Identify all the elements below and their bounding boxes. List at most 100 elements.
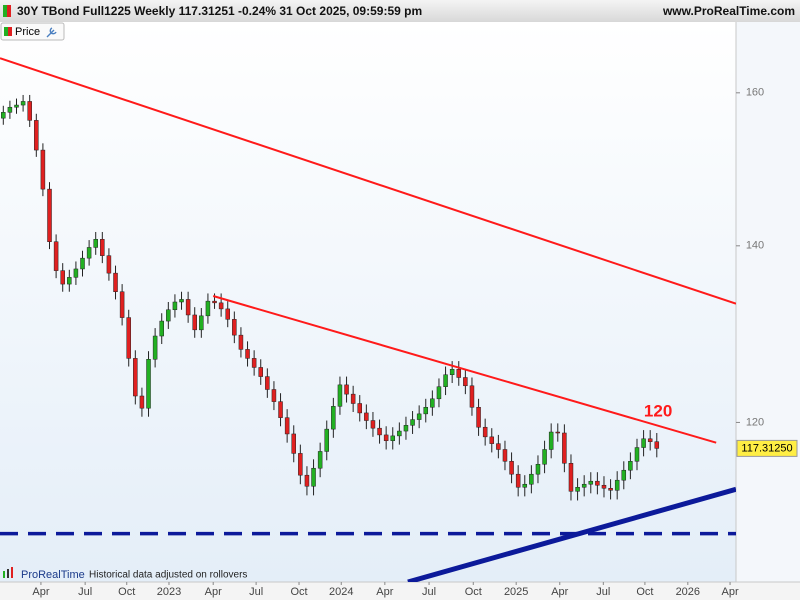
candle-body <box>166 309 171 322</box>
candle-body <box>291 433 296 454</box>
candle-body <box>463 377 468 387</box>
x-tick-label: 2024 <box>329 586 353 598</box>
candle-body <box>515 473 521 488</box>
x-tick-label: Jul <box>78 586 92 598</box>
candle-body <box>93 239 98 248</box>
candle-body <box>522 483 528 488</box>
x-tick-label: Oct <box>636 586 653 598</box>
y-tick-label: 160 <box>746 87 764 99</box>
candle-body <box>14 104 19 108</box>
last-price-box <box>736 439 798 457</box>
x-tick-label: Jul <box>249 586 263 598</box>
candle-body <box>496 443 501 450</box>
x-tick-label: Apr <box>721 586 738 598</box>
candle-body <box>34 120 39 151</box>
candle-body <box>27 101 32 121</box>
header-icon <box>3 5 7 17</box>
annotation: 120 <box>644 401 672 420</box>
trend-line <box>212 295 717 444</box>
candle-body <box>654 441 660 449</box>
footer-icon <box>7 569 9 578</box>
candle-body <box>436 386 442 400</box>
header-title: 30Y TBond Full1225 Weekly 117.31251 -0.2… <box>17 4 422 18</box>
candle-body <box>139 395 145 409</box>
last-price-label: 117.31250 <box>741 442 792 454</box>
candle-body <box>423 407 429 415</box>
candle-body <box>278 401 283 418</box>
candle-body <box>430 398 435 408</box>
footer-icon <box>11 567 13 578</box>
candle-body <box>390 435 396 441</box>
candle-body <box>20 101 26 106</box>
candle-body <box>212 300 217 304</box>
candle-body <box>152 335 158 360</box>
candle-body <box>529 473 534 485</box>
candle-body <box>73 268 79 278</box>
candle-body <box>100 239 105 256</box>
candle-body <box>614 479 620 491</box>
header-site: www.ProRealTime.com <box>662 4 795 18</box>
candle-body <box>337 384 343 407</box>
candle-body <box>377 427 382 436</box>
candle-body <box>542 449 547 465</box>
candle-body <box>47 188 52 242</box>
x-tick-label: Apr <box>551 586 568 598</box>
x-tick-label: Apr <box>205 586 222 598</box>
candle-body <box>265 376 270 390</box>
candle-body <box>192 314 197 331</box>
candle-body <box>476 407 481 428</box>
candle-body <box>357 403 362 414</box>
candle-body <box>218 302 224 310</box>
candle-body <box>641 438 646 448</box>
candle-body <box>1 112 6 119</box>
candle-body <box>67 277 72 285</box>
candle-body <box>119 291 125 318</box>
candle-body <box>443 374 448 387</box>
candle-body <box>60 270 65 285</box>
candle-body <box>53 241 59 271</box>
x-tick-label: 2026 <box>676 586 700 598</box>
candle-body <box>634 447 640 462</box>
candle-body <box>502 449 508 462</box>
candle-body <box>304 474 310 487</box>
candle-body <box>298 453 303 476</box>
candle-body <box>383 434 389 441</box>
candle-body <box>179 299 184 303</box>
price-button-label[interactable]: Price <box>15 26 40 38</box>
candle-body <box>628 461 633 471</box>
candle-body <box>185 299 191 316</box>
candle-body <box>172 301 178 311</box>
x-tick-label: Apr <box>376 586 393 598</box>
candle-body <box>238 334 244 350</box>
candle-body <box>449 369 455 375</box>
overlays: 120 117.31250 <box>644 401 798 457</box>
candle-body <box>397 430 402 437</box>
candle-body <box>205 300 211 317</box>
candle-body <box>258 367 263 377</box>
trend-line <box>0 57 736 305</box>
price-icon <box>8 27 12 36</box>
x-tick-label: 2023 <box>157 586 181 598</box>
candle-body <box>364 412 369 421</box>
candle-body <box>647 438 653 442</box>
x-tick-label: Jul <box>422 586 436 598</box>
candle-body <box>245 349 250 359</box>
candle-body <box>568 463 574 492</box>
candle-body <box>251 358 257 368</box>
trend-line <box>407 486 736 582</box>
candle-body <box>555 431 561 434</box>
y-tick-label: 120 <box>746 416 764 428</box>
candle-body <box>80 257 85 270</box>
footer-brand: ProRealTime <box>21 569 85 581</box>
x-tick-label: Oct <box>118 586 135 598</box>
candle-body <box>456 369 462 378</box>
x-tick-label: Oct <box>290 586 307 598</box>
x-axis-panel <box>0 582 800 600</box>
candle-body <box>317 451 323 469</box>
candle-body <box>548 431 554 450</box>
candle-body <box>403 425 409 432</box>
candle-body <box>595 480 600 486</box>
price-button[interactable]: Price <box>0 22 65 41</box>
candle-body <box>86 247 92 259</box>
